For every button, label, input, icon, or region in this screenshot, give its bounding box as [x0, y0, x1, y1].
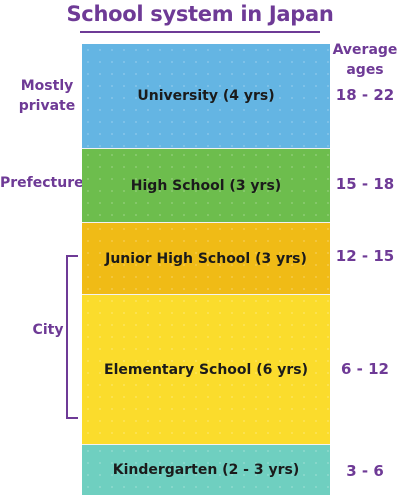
title-underline: [80, 31, 320, 33]
age-elementary-school: 6 - 12: [341, 360, 389, 378]
level-university-label: University (4 yrs): [137, 88, 275, 104]
level-elementary-school-label: Elementary School (6 yrs): [104, 361, 308, 378]
age-junior-high-school: 12 - 15: [335, 247, 395, 265]
authority-private-line1: Mostly: [20, 78, 74, 94]
age-university: 18 - 22: [335, 86, 395, 104]
authority-city: City: [32, 322, 64, 338]
level-junior-high-school-label: Junior High School (3 yrs): [105, 250, 307, 267]
level-kindergarten: Kindergarten (2 - 3 yrs): [82, 445, 330, 495]
diagram-title: School system in Japan: [66, 2, 334, 26]
level-junior-high-school: Junior High School (3 yrs): [82, 223, 330, 295]
level-high-school: High School (3 yrs): [82, 149, 330, 223]
level-university: University (4 yrs): [82, 44, 330, 149]
level-elementary-school: Elementary School (6 yrs): [82, 295, 330, 445]
ages-header-line1: Average: [332, 42, 398, 58]
authority-private: Mostly private: [14, 76, 80, 116]
authority-prefecture: Prefecture: [0, 175, 84, 191]
level-high-school-label: High School (3 yrs): [130, 177, 282, 194]
level-kindergarten-label: Kindergarten (2 - 3 yrs): [112, 462, 300, 478]
school-levels-stack: University (4 yrs) High School (3 yrs) J…: [82, 44, 330, 495]
ages-header-line2: ages: [346, 62, 384, 78]
age-high-school: 15 - 18: [335, 175, 395, 193]
authority-private-line2: private: [18, 98, 76, 114]
age-kindergarten: 3 - 6: [346, 462, 384, 480]
ages-header: Average ages: [330, 40, 400, 80]
city-bracket: [66, 255, 78, 419]
